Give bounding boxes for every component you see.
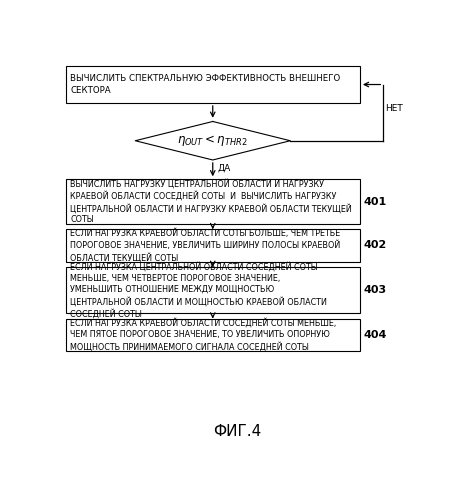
Bar xyxy=(66,318,360,351)
Text: ЕСЛИ НАГРУЗКА КРАЕВОЙ ОБЛАСТИ СОСЕДНЕЙ СОТЫ МЕНЬШЕ,
ЧЕМ ПЯТОЕ ПОРОГОВОЕ ЗНАЧЕНИЕ: ЕСЛИ НАГРУЗКА КРАЕВОЙ ОБЛАСТИ СОСЕДНЕЙ С… xyxy=(70,318,336,351)
Text: ЕСЛИ НАГРУЗКА ЦЕНТРАЛЬНОЙ ОБЛАСТИ СОСЕДНЕЙ СОТЫ
МЕНЬШЕ, ЧЕМ ЧЕТВЕРТОЕ ПОРОГОВОЕ : ЕСЛИ НАГРУЗКА ЦЕНТРАЛЬНОЙ ОБЛАСТИ СОСЕДН… xyxy=(70,262,327,318)
Text: 403: 403 xyxy=(363,285,386,295)
Text: ДА: ДА xyxy=(218,164,231,173)
Text: ФИГ.4: ФИГ.4 xyxy=(213,424,261,439)
Text: 402: 402 xyxy=(363,241,386,250)
Text: НЕТ: НЕТ xyxy=(386,104,403,113)
Text: ЕСЛИ НАГРУЗКА КРАЕВОЙ ОБЛАСТИ СОТЫ БОЛЬШЕ, ЧЕМ ТРЕТЬЕ
ПОРОГОВОЕ ЗНАЧЕНИЕ, УВЕЛИЧ: ЕСЛИ НАГРУЗКА КРАЕВОЙ ОБЛАСТИ СОТЫ БОЛЬШ… xyxy=(70,229,340,262)
Text: ВЫЧИСЛИТЬ НАГРУЗКУ ЦЕНТРАЛЬНОЙ ОБЛАСТИ И НАГРУЗКУ
КРАЕВОЙ ОБЛАСТИ СОСЕДНЕЙ СОТЫ : ВЫЧИСЛИТЬ НАГРУЗКУ ЦЕНТРАЛЬНОЙ ОБЛАСТИ И… xyxy=(70,179,352,225)
Bar xyxy=(66,229,360,261)
Text: 404: 404 xyxy=(363,330,387,340)
Text: $\eta_{OUT} < \eta_{THR2}$: $\eta_{OUT} < \eta_{THR2}$ xyxy=(177,133,248,148)
Bar xyxy=(66,267,360,313)
Bar xyxy=(66,66,360,103)
Bar xyxy=(66,179,360,224)
Text: ВЫЧИСЛИТЬ СПЕКТРАЛЬНУЮ ЭФФЕКТИВНОСТЬ ВНЕШНЕГО
СЕКТОРА: ВЫЧИСЛИТЬ СПЕКТРАЛЬНУЮ ЭФФЕКТИВНОСТЬ ВНЕ… xyxy=(70,74,340,95)
Text: 401: 401 xyxy=(363,197,386,207)
